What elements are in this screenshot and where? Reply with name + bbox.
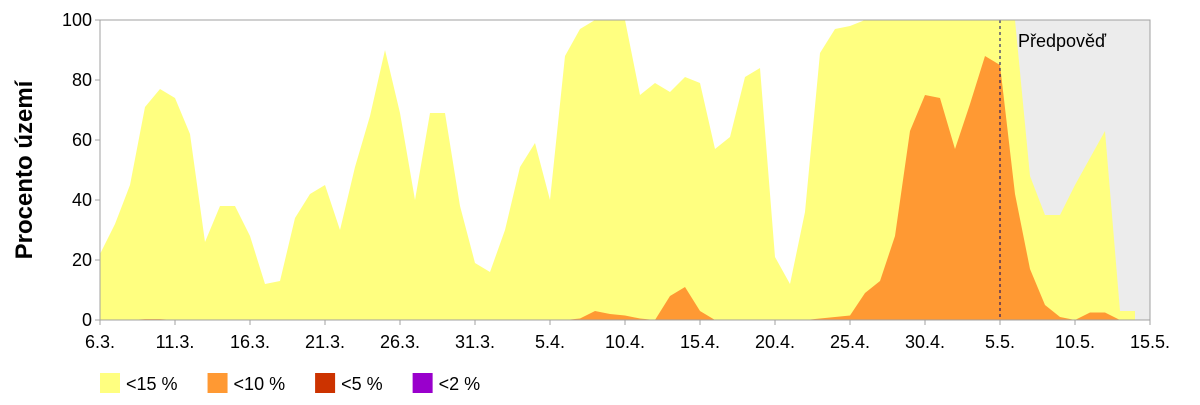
y-tick-label: 40 — [72, 190, 92, 210]
x-tick-label: 25.4. — [830, 332, 870, 352]
legend-label: <10 % — [234, 374, 286, 394]
x-tick-label: 15.4. — [680, 332, 720, 352]
x-tick-label: 26.3. — [380, 332, 420, 352]
x-tick-label: 11.3. — [156, 332, 195, 352]
legend-swatch — [315, 373, 336, 393]
x-tick-label: 15.5. — [1130, 332, 1170, 352]
area — [100, 56, 1135, 320]
forecast-label: Předpověď — [1018, 31, 1107, 51]
area — [100, 20, 1135, 320]
x-tick-label: 21.3. — [305, 332, 345, 352]
y-tick-label: 20 — [72, 250, 92, 270]
y-tick-label: 80 — [72, 70, 92, 90]
x-tick-label: 30.4. — [905, 332, 945, 352]
legend-label: <2 % — [439, 374, 481, 394]
legend-swatch — [412, 373, 433, 393]
legend-label: <15 % — [126, 374, 178, 394]
legend-label: <5 % — [341, 374, 383, 394]
x-tick-label: 10.5. — [1055, 332, 1095, 352]
x-tick-label: 5.4. — [535, 332, 565, 352]
x-tick-label: 5.5. — [985, 332, 1015, 352]
y-tick-label: 100 — [62, 10, 92, 30]
y-axis-title: Procento území — [11, 79, 38, 259]
x-tick-label: 20.4. — [755, 332, 795, 352]
legend-swatch — [100, 373, 120, 393]
x-tick-label: 31.3. — [455, 332, 495, 352]
x-tick-label: 16.3. — [230, 332, 270, 352]
legend-swatch — [207, 373, 228, 393]
y-tick-label: 0 — [82, 310, 92, 330]
x-tick-label: 6.3. — [85, 332, 115, 352]
x-tick-label: 10.4. — [605, 332, 645, 352]
y-tick-label: 60 — [72, 130, 92, 150]
